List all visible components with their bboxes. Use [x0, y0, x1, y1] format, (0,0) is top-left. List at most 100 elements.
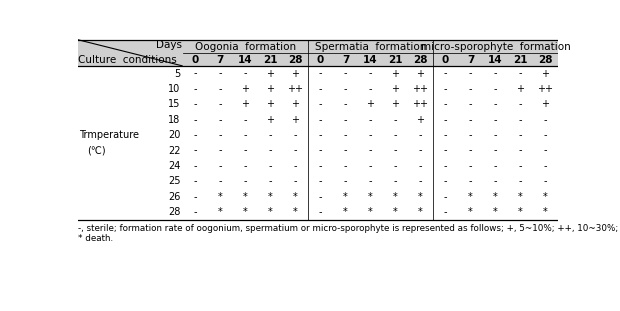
Text: -: - — [444, 146, 447, 156]
Text: -: - — [193, 161, 197, 171]
Text: -: - — [394, 146, 397, 156]
Text: 25: 25 — [168, 176, 180, 186]
Text: -: - — [544, 130, 547, 140]
Text: +: + — [267, 99, 275, 109]
Text: -: - — [394, 115, 397, 125]
Text: *: * — [543, 192, 548, 202]
Text: +: + — [267, 68, 275, 78]
Text: -, sterile; formation rate of oogonium, spermatium or micro-sporophyte is repres: -, sterile; formation rate of oogonium, … — [78, 224, 619, 233]
Text: -: - — [193, 192, 197, 202]
Text: -: - — [219, 176, 222, 186]
Text: -: - — [418, 176, 422, 186]
Text: Trmperature: Trmperature — [79, 130, 139, 140]
Text: +: + — [541, 68, 549, 78]
Text: -: - — [369, 146, 372, 156]
Text: 21: 21 — [263, 55, 278, 65]
Text: -: - — [294, 130, 297, 140]
Text: -: - — [519, 115, 522, 125]
Text: 14: 14 — [238, 55, 253, 65]
Text: -: - — [319, 176, 322, 186]
Text: -: - — [494, 84, 497, 94]
Text: -: - — [418, 130, 422, 140]
Text: -: - — [219, 146, 222, 156]
Text: -: - — [294, 146, 297, 156]
Text: 5: 5 — [174, 68, 180, 78]
Text: 0: 0 — [317, 55, 324, 65]
Text: 14: 14 — [363, 55, 378, 65]
Text: *: * — [393, 192, 398, 202]
Text: -: - — [193, 146, 197, 156]
Text: -: - — [219, 68, 222, 78]
Text: 14: 14 — [488, 55, 503, 65]
Text: -: - — [444, 84, 447, 94]
Text: -: - — [469, 68, 472, 78]
Text: -: - — [343, 176, 347, 186]
Text: -: - — [343, 146, 347, 156]
Text: +: + — [391, 68, 399, 78]
Text: *: * — [293, 192, 298, 202]
Text: +: + — [417, 68, 425, 78]
Text: +: + — [391, 99, 399, 109]
Text: 15: 15 — [168, 99, 180, 109]
Text: -: - — [469, 146, 472, 156]
Text: *: * — [393, 207, 398, 217]
Text: micro-sporophyte  formation: micro-sporophyte formation — [420, 42, 570, 52]
Text: -: - — [369, 130, 372, 140]
Text: +: + — [291, 99, 299, 109]
Text: *: * — [518, 192, 523, 202]
Text: 21: 21 — [513, 55, 528, 65]
Text: -: - — [244, 68, 247, 78]
Text: 7: 7 — [217, 55, 224, 65]
Text: *: * — [493, 207, 498, 217]
Text: ++: ++ — [538, 84, 554, 94]
Text: Days: Days — [156, 40, 182, 50]
Text: -: - — [544, 115, 547, 125]
Text: -: - — [444, 68, 447, 78]
Text: *: * — [418, 207, 423, 217]
Text: -: - — [244, 130, 247, 140]
Text: *: * — [543, 207, 548, 217]
Text: -: - — [244, 161, 247, 171]
Text: *: * — [218, 207, 223, 217]
Text: *: * — [343, 192, 348, 202]
Text: 18: 18 — [168, 115, 180, 125]
Text: ++: ++ — [412, 99, 428, 109]
Text: -: - — [494, 130, 497, 140]
Text: -: - — [544, 176, 547, 186]
Text: -: - — [193, 68, 197, 78]
Text: -: - — [519, 68, 522, 78]
Text: -: - — [444, 161, 447, 171]
Text: *: * — [368, 207, 373, 217]
Text: -: - — [343, 84, 347, 94]
Text: 22: 22 — [168, 146, 180, 156]
Text: -: - — [469, 115, 472, 125]
Text: -: - — [343, 161, 347, 171]
Text: -: - — [244, 146, 247, 156]
Text: +: + — [516, 84, 525, 94]
Text: -: - — [319, 192, 322, 202]
Text: *: * — [243, 192, 248, 202]
Text: -: - — [268, 130, 272, 140]
Text: *: * — [243, 207, 248, 217]
Text: -: - — [219, 115, 222, 125]
Text: +: + — [291, 68, 299, 78]
Text: -: - — [494, 68, 497, 78]
Text: (℃): (℃) — [87, 146, 105, 156]
Text: *: * — [268, 207, 273, 217]
Text: -: - — [444, 130, 447, 140]
Text: -: - — [444, 192, 447, 202]
Text: 21: 21 — [388, 55, 403, 65]
Text: ++: ++ — [288, 84, 303, 94]
Text: -: - — [193, 207, 197, 217]
Text: -: - — [444, 207, 447, 217]
Text: 0: 0 — [192, 55, 199, 65]
Text: 10: 10 — [168, 84, 180, 94]
Text: *: * — [468, 192, 473, 202]
Text: +: + — [291, 115, 299, 125]
Text: -: - — [244, 176, 247, 186]
Text: -: - — [418, 161, 422, 171]
Text: *: * — [418, 192, 423, 202]
Text: 28: 28 — [538, 55, 553, 65]
Text: +: + — [241, 99, 249, 109]
Text: -: - — [319, 207, 322, 217]
